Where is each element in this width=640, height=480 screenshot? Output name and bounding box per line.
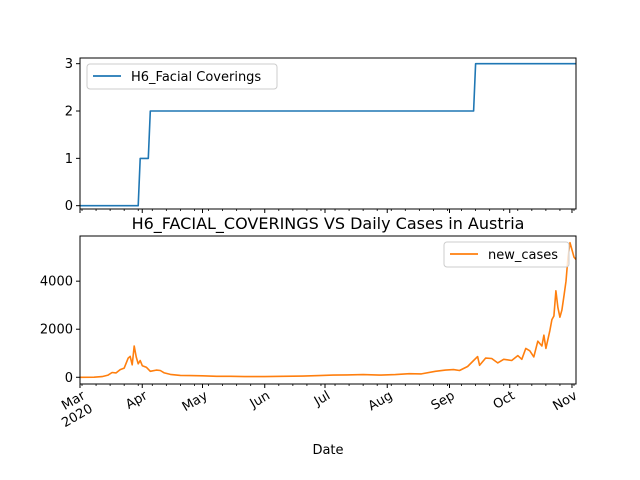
top-legend-label: H6_Facial Coverings [131, 70, 261, 85]
y-tick-label: 2 [65, 105, 73, 120]
bottom-x-axis-label: Date [312, 443, 343, 458]
x-tick-label: Jul [311, 388, 333, 409]
top-y-axis-ticks: 0 1 2 3 [65, 57, 80, 214]
bottom-chart-title: H6_FACIAL_COVERINGS VS Daily Cases in Au… [132, 214, 525, 234]
y-tick-label: 0 [65, 199, 73, 214]
top-legend: H6_Facial Coverings [86, 63, 278, 90]
y-tick-label: 1 [65, 152, 73, 167]
bottom-legend-label: new_cases [488, 248, 558, 263]
y-tick-label: 3 [65, 57, 73, 72]
y-tick-label: 2000 [40, 323, 73, 338]
y-tick-label: 4000 [40, 275, 73, 290]
y-tick-label: 0 [65, 371, 73, 386]
bottom-legend: new_cases [443, 241, 570, 268]
series-line-0-0 [80, 62, 576, 207]
bottom-legend-box [443, 241, 570, 268]
top-legend-box [86, 63, 278, 90]
top-subplot: 0 1 2 3 H6_Facial Coverings [65, 57, 577, 214]
bottom-axes-frame [79, 235, 577, 385]
top-axes-frame [79, 57, 577, 210]
bottom-y-axis-ticks: 0 2000 4000 [40, 275, 80, 386]
top-series-layer [80, 62, 576, 207]
series-line-1-0 [79, 241, 577, 379]
bottom-series-layer [79, 241, 577, 379]
